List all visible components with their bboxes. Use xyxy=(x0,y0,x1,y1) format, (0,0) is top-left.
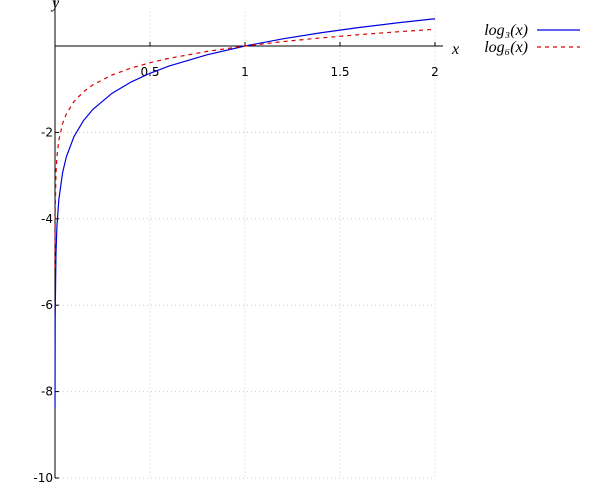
y-tick-label: -4 xyxy=(41,212,53,226)
legend-label: log₃(x) xyxy=(484,22,528,39)
y-tick-label: -6 xyxy=(41,298,53,312)
x-tick-label: 1.5 xyxy=(330,65,349,79)
line xyxy=(54,28,436,269)
y-tick-label: -2 xyxy=(41,125,53,139)
x-tick-label: 1 xyxy=(241,65,249,79)
x-axis-label: x xyxy=(451,41,459,58)
legend-label: log₆(x) xyxy=(484,39,528,56)
line xyxy=(54,18,436,409)
y-tick-label: -8 xyxy=(41,385,53,399)
x-tick-label: 2 xyxy=(431,65,439,79)
y-tick-label: -10 xyxy=(33,471,53,485)
